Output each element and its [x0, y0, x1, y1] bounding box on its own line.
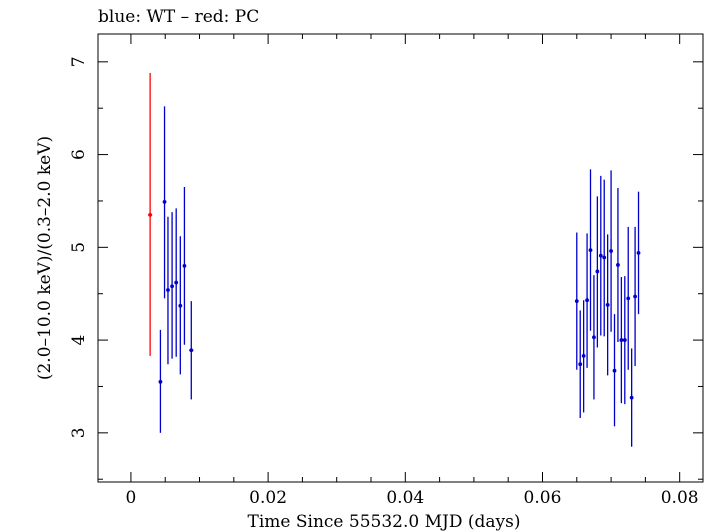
- series-pc: [148, 72, 153, 356]
- data-point: [592, 335, 596, 340]
- data-series: [148, 72, 641, 447]
- x-tick-label: 0.06: [524, 488, 562, 508]
- data-point: [182, 263, 187, 268]
- y-tick-label: 7: [69, 56, 89, 67]
- y-tick-label: 5: [69, 242, 89, 253]
- series-wt: [158, 106, 641, 447]
- data-point: [585, 298, 589, 303]
- data-point: [148, 212, 153, 217]
- data-point: [162, 199, 167, 204]
- data-point: [166, 288, 170, 292]
- data-point: [612, 368, 617, 373]
- data-point: [636, 250, 641, 255]
- data-point: [609, 249, 613, 253]
- data-point: [189, 348, 194, 353]
- data-point: [622, 338, 627, 342]
- data-point: [574, 299, 579, 304]
- x-axis: 0 0.02 0.04 0.06 0.08: [126, 34, 699, 508]
- data-point: [629, 395, 634, 400]
- y-tick-label: 4: [69, 335, 89, 346]
- y-tick-label: 3: [69, 427, 89, 438]
- data-point: [588, 248, 593, 253]
- data-point: [158, 379, 163, 384]
- data-point: [598, 253, 603, 258]
- data-point: [581, 353, 586, 358]
- data-point: [595, 269, 600, 274]
- data-point: [170, 284, 174, 289]
- y-axis: 3 4 5 6 7: [69, 56, 703, 480]
- data-point: [619, 338, 624, 342]
- data-point: [578, 362, 583, 367]
- data-point: [626, 296, 631, 301]
- data-point: [602, 255, 607, 260]
- x-tick-label: 0.02: [249, 488, 287, 508]
- x-tick-label: 0.08: [661, 488, 699, 508]
- x-axis-label: Time Since 55532.0 MJD (days): [248, 512, 521, 532]
- x-tick-label: 0: [126, 488, 137, 508]
- y-tick-label: 6: [69, 149, 89, 160]
- chart-title: blue: WT – red: PC: [98, 7, 259, 27]
- data-point: [633, 294, 637, 299]
- data-point: [174, 280, 179, 285]
- data-point: [616, 263, 620, 267]
- data-point: [605, 302, 610, 307]
- plot-frame: [97, 33, 704, 483]
- y-axis-label: (2.0–10.0 keV)/(0.3–2.0 keV): [35, 136, 55, 380]
- x-tick-label: 0.04: [386, 488, 424, 508]
- data-point: [178, 303, 183, 308]
